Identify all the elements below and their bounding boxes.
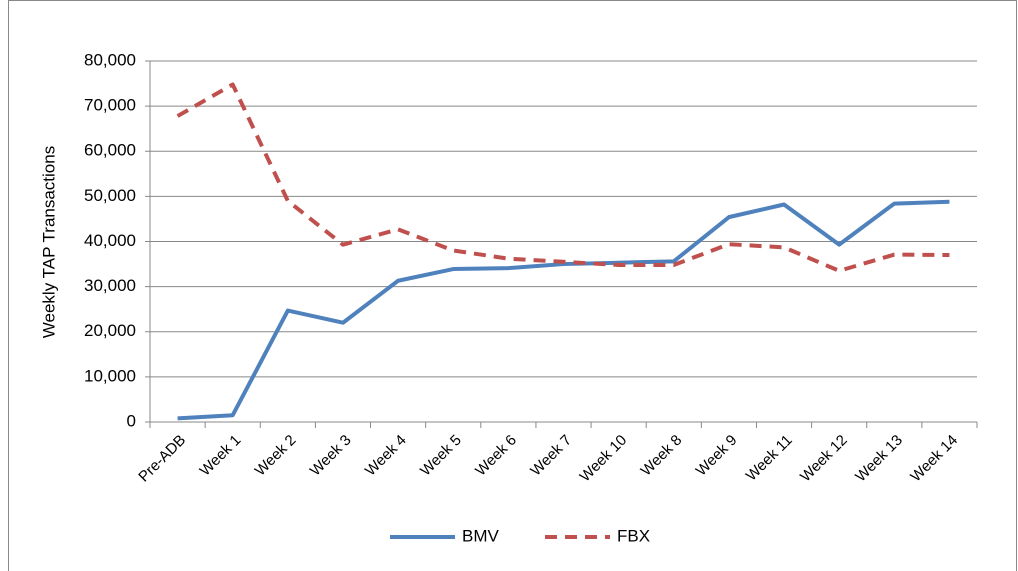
x-tick-label: Week 3 — [307, 432, 355, 480]
y-tick-label: 60,000 — [84, 141, 136, 160]
y-axis-title: Weekly TAP Transactions — [39, 146, 58, 338]
y-tick-label: 50,000 — [84, 186, 136, 205]
x-tick-label: Week 10 — [577, 432, 631, 486]
y-tick-label: 40,000 — [84, 231, 136, 250]
x-tick-label: Week 6 — [472, 432, 520, 480]
x-tick-label: Week 13 — [852, 432, 906, 486]
y-tick-label: 80,000 — [84, 50, 136, 69]
x-tick-label: Week 11 — [743, 432, 796, 485]
y-tick-label: 20,000 — [84, 321, 136, 340]
series-line — [176, 82, 950, 273]
y-tick-label: 10,000 — [84, 366, 136, 385]
y-tick-label: 30,000 — [84, 276, 136, 295]
x-tick-label: Pre-ADB — [135, 432, 189, 486]
x-tick-label: Week 8 — [638, 432, 686, 480]
x-tick-label: Week 2 — [252, 432, 300, 480]
x-tick-label: Week 4 — [362, 432, 410, 480]
chart-border — [8, 0, 1017, 571]
x-tick-label: Week 5 — [417, 432, 465, 480]
x-tick-label: Week 12 — [797, 432, 851, 486]
y-tick-label: 70,000 — [84, 96, 136, 115]
series-line — [177, 199, 950, 421]
y-tick-label: 0 — [127, 411, 136, 430]
x-tick-label: Week 14 — [907, 432, 961, 486]
legend-label: BMV — [462, 526, 500, 545]
x-tick-label: Week 7 — [527, 432, 575, 480]
legend-label: FBX — [617, 526, 650, 545]
x-tick-label: Week 9 — [693, 432, 741, 480]
x-tick-label: Week 1 — [197, 432, 245, 480]
